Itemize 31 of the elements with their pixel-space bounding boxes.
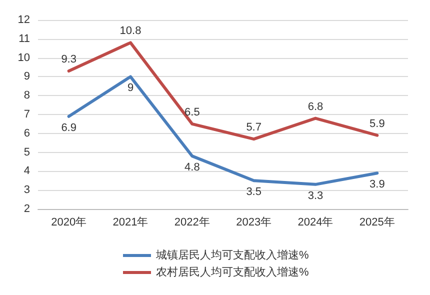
data-label: 4.8 <box>184 162 200 174</box>
x-tick-label: 2020年 <box>51 216 87 228</box>
data-label: 3.3 <box>308 190 324 202</box>
x-tick-label: 2022年 <box>174 216 210 228</box>
data-label: 6.5 <box>184 106 200 118</box>
y-tick-label: 6 <box>24 127 30 140</box>
data-label: 3.9 <box>370 178 385 191</box>
data-label: 9.3 <box>61 54 76 66</box>
data-label: 3.5 <box>246 186 262 198</box>
legend-label: 城镇居民人均可支配收入增速% <box>155 248 309 262</box>
y-tick-label: 10 <box>18 52 30 64</box>
x-tick-label: 2021年 <box>112 216 148 228</box>
y-tick-label: 4 <box>24 165 30 178</box>
x-tick-label: 2024年 <box>298 216 334 228</box>
y-tick-label: 11 <box>18 32 30 45</box>
y-tick-label: 8 <box>24 90 30 102</box>
data-label: 6.9 <box>61 122 76 134</box>
data-label: 6.8 <box>308 100 324 113</box>
data-label: 10.8 <box>120 25 142 38</box>
y-tick-label: 7 <box>24 108 30 120</box>
y-tick-label: 5 <box>24 146 30 158</box>
y-tick-label: 3 <box>24 184 30 196</box>
legend-label: 农村居民人均可支配收入增速% <box>156 266 309 278</box>
y-tick-label: 9 <box>24 70 30 83</box>
data-label: 5.7 <box>246 122 262 134</box>
x-tick-label: 2023年 <box>236 216 272 228</box>
y-tick-label: 12 <box>18 14 30 26</box>
data-label: 9 <box>127 82 134 94</box>
x-tick-label: 2025年 <box>359 216 395 228</box>
data-label: 5.9 <box>370 118 385 130</box>
y-tick-label: 2 <box>24 203 30 215</box>
